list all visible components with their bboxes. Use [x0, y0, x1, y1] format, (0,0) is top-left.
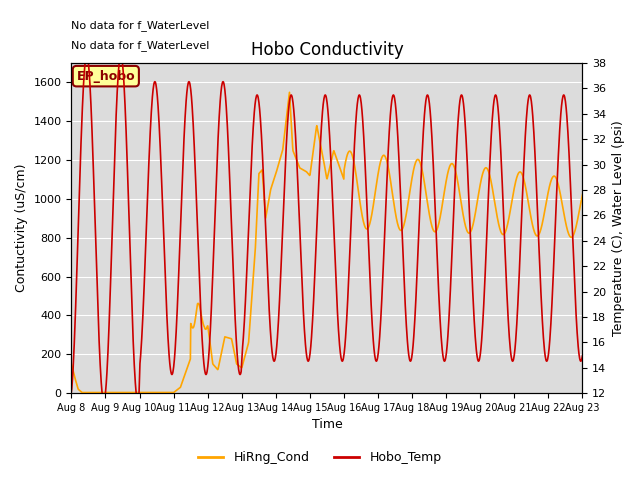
Text: EP_hobo: EP_hobo — [77, 70, 135, 83]
X-axis label: Time: Time — [312, 419, 342, 432]
Text: No data for f_WaterLevel: No data for f_WaterLevel — [72, 40, 210, 51]
Text: No data for f_WaterLevel: No data for f_WaterLevel — [72, 20, 210, 31]
Y-axis label: Contuctivity (uS/cm): Contuctivity (uS/cm) — [15, 164, 28, 292]
Title: Hobo Conductivity: Hobo Conductivity — [251, 41, 403, 59]
Y-axis label: Temperature (C), Water Level (psi): Temperature (C), Water Level (psi) — [612, 120, 625, 336]
Legend: HiRng_Cond, Hobo_Temp: HiRng_Cond, Hobo_Temp — [193, 446, 447, 469]
